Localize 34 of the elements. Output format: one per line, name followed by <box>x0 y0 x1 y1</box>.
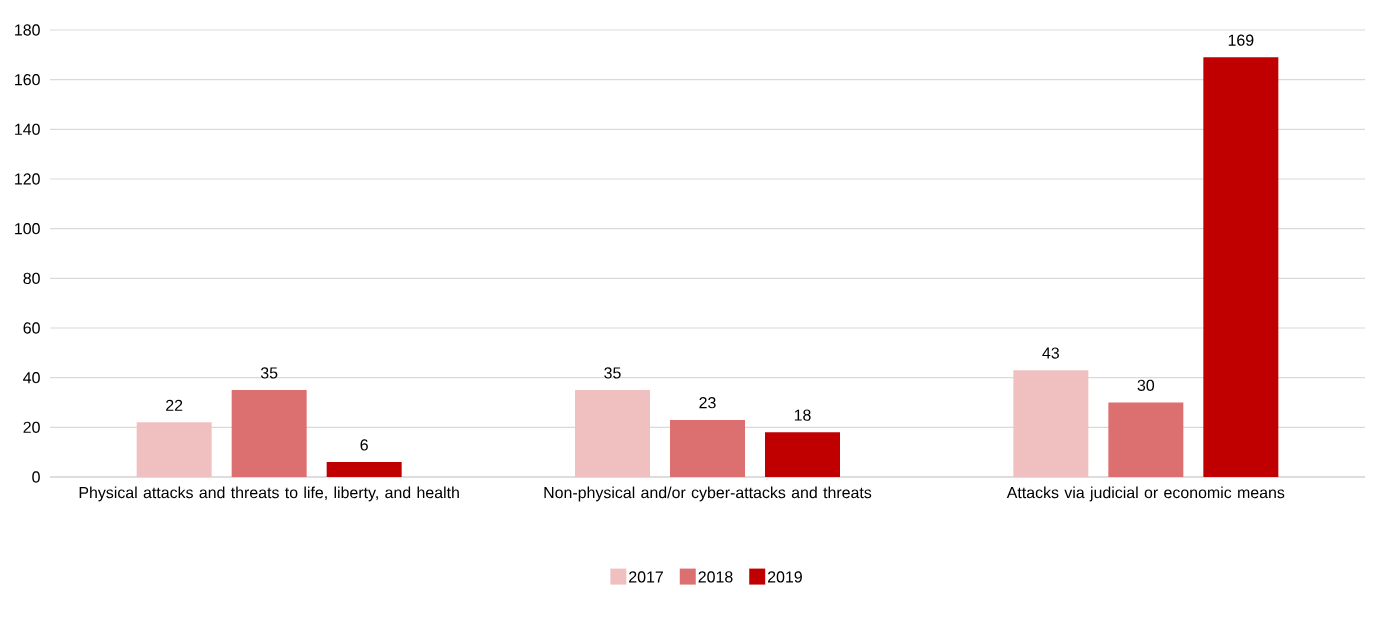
x-tick-label: Physical attacks and threats to life, liberty, and health <box>79 486 459 502</box>
y-tick-label: 180 <box>15 24 40 36</box>
x-tick-label: Non-physical and/or cyber-attacks and threats <box>544 486 872 502</box>
y-tick-label: 160 <box>15 74 40 86</box>
data-label: 30 <box>1137 379 1155 391</box>
bar <box>1203 57 1279 477</box>
bar <box>1013 370 1089 477</box>
y-tick-label: 140 <box>15 123 40 135</box>
bar <box>231 390 307 477</box>
x-tick-label: Attacks via judicial or economic means <box>1006 486 1285 502</box>
bar <box>765 432 840 477</box>
bar <box>670 419 745 477</box>
data-label: 169 <box>1228 34 1254 46</box>
legend-label: 2017 <box>629 571 663 583</box>
y-tick-label: 120 <box>15 173 40 185</box>
data-label: 35 <box>260 367 278 379</box>
data-label: 6 <box>360 439 368 451</box>
y-tick-label: 0 <box>32 471 40 483</box>
data-label: 43 <box>1042 347 1059 359</box>
legend-label: 2019 <box>768 571 802 583</box>
y-tick-label: 20 <box>23 421 40 433</box>
data-label: 35 <box>604 367 621 379</box>
data-label: 23 <box>699 397 716 409</box>
legend-label: 2018 <box>698 571 733 583</box>
y-tick-label: 100 <box>15 223 40 235</box>
bar <box>136 422 212 477</box>
y-tick-label: 40 <box>23 372 40 384</box>
bar <box>1108 402 1184 477</box>
data-label: 18 <box>794 409 811 421</box>
data-label: 22 <box>166 399 183 411</box>
y-tick-label: 80 <box>23 272 40 284</box>
bar <box>575 390 650 477</box>
bar <box>326 462 402 477</box>
y-tick-label: 60 <box>23 322 40 334</box>
